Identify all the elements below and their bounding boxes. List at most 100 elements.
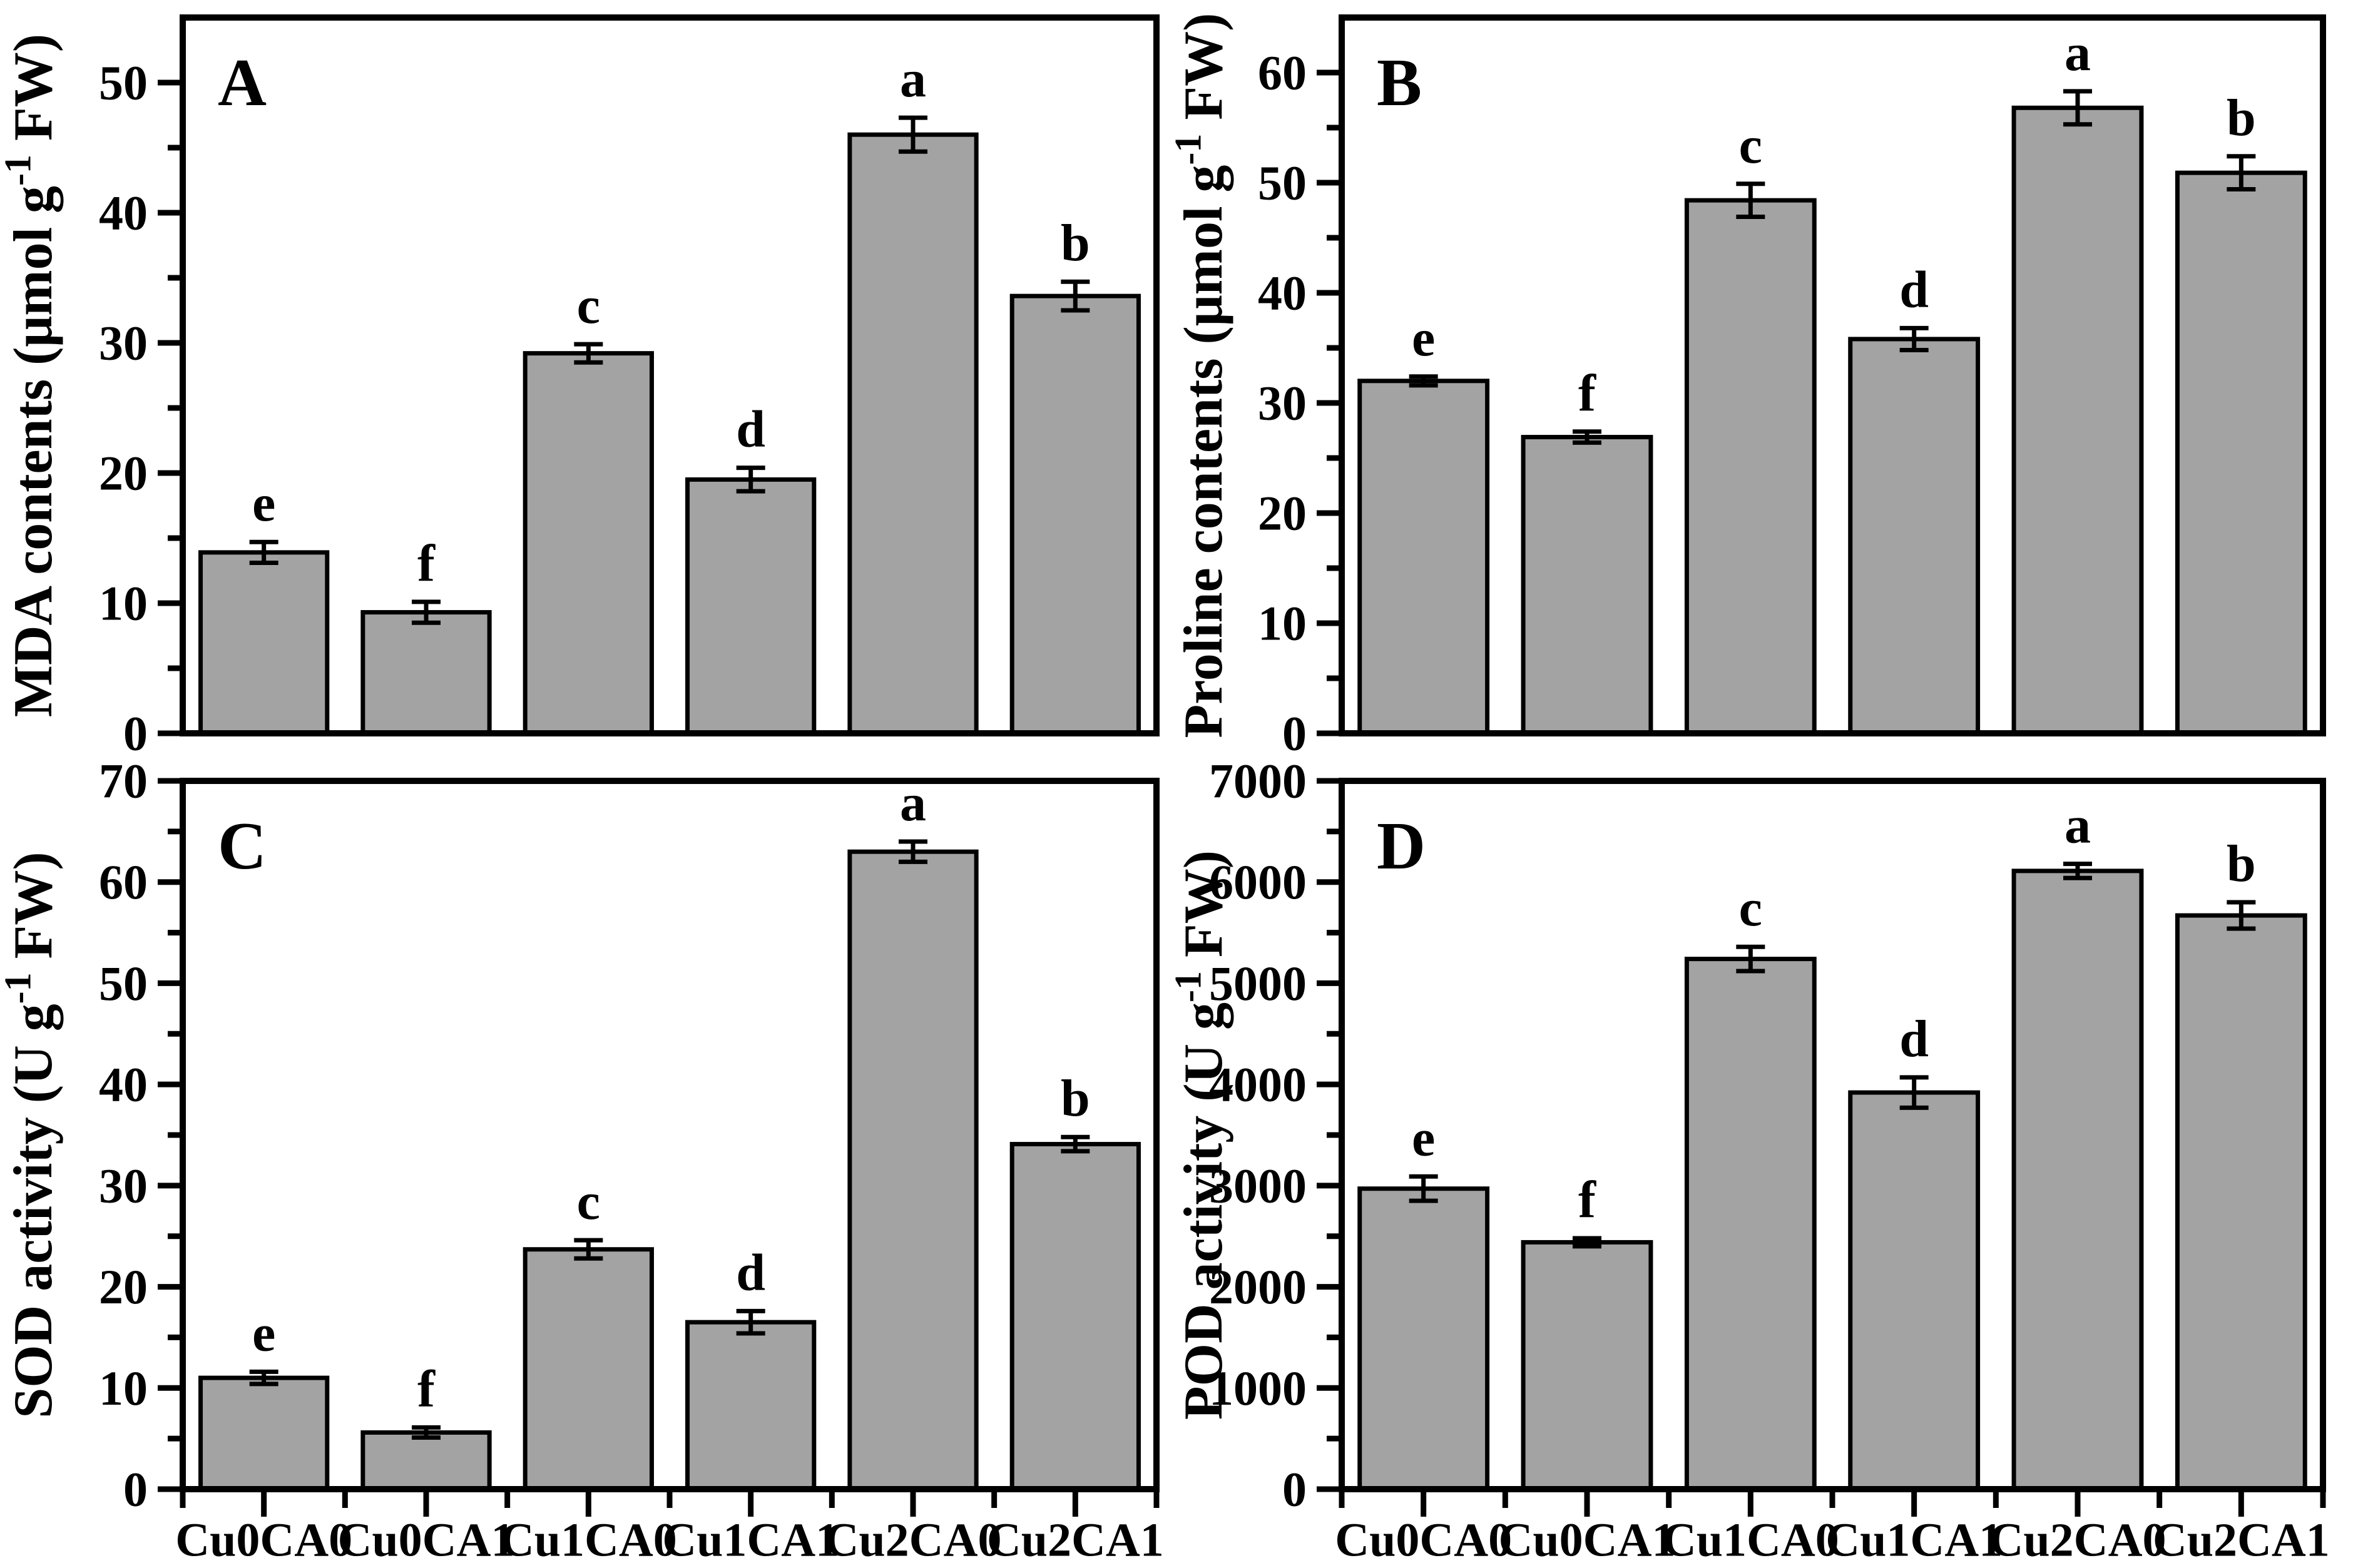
significance-letter: f xyxy=(417,534,436,593)
significance-letter: e xyxy=(252,474,275,532)
y-tick-label: 6000 xyxy=(1209,855,1307,909)
y-tick-label: 60 xyxy=(1258,46,1307,100)
significance-letter: f xyxy=(417,1360,436,1418)
y-tick-label: 20 xyxy=(1258,486,1307,541)
x-tick-label: Cu0CA1 xyxy=(338,1514,515,1565)
x-tick-label: Cu1CA1 xyxy=(1825,1514,2003,1565)
bar xyxy=(523,1247,654,1492)
bar xyxy=(1684,957,1817,1492)
x-tick-label: Cu2CA1 xyxy=(2153,1514,2330,1565)
y-tick-label: 10 xyxy=(1258,596,1307,651)
bar xyxy=(198,550,330,736)
bar xyxy=(1521,435,1653,736)
y-tick-label: 20 xyxy=(99,446,148,501)
bar xyxy=(523,351,654,736)
plot-frame xyxy=(180,778,1160,1492)
y-tick-label: 4000 xyxy=(1209,1057,1307,1112)
plot-frame xyxy=(1339,14,2326,736)
y-tick-label: 1000 xyxy=(1209,1361,1307,1415)
x-tick-label: Cu0CA0 xyxy=(1335,1514,1512,1565)
bar xyxy=(2011,105,2144,736)
bar xyxy=(2175,170,2307,736)
panel-A: 0 10 20 30 40 50 e f c d a b A MDA contents (μmol g-1… xyxy=(0,14,1160,761)
y-tick-label: 30 xyxy=(1258,376,1307,430)
significance-letter: d xyxy=(1899,1010,1929,1068)
significance-letter: b xyxy=(1061,214,1090,272)
panel-letter: D xyxy=(1377,809,1426,883)
y-tick-label: 0 xyxy=(1282,1462,1307,1517)
bar xyxy=(2011,868,2144,1492)
bar xyxy=(847,132,979,736)
significance-letter: e xyxy=(1412,309,1435,367)
y-tick-label: 3000 xyxy=(1209,1158,1307,1213)
bar xyxy=(1009,293,1141,736)
significance-letter: f xyxy=(1578,1171,1596,1229)
x-tick-label: Cu2CA0 xyxy=(1989,1514,2167,1565)
y-tick-label: 10 xyxy=(99,576,148,631)
significance-letter: b xyxy=(2227,835,2256,893)
y-tick-label: 40 xyxy=(99,1057,148,1112)
y-axis-title: Proline contents (μmol g-1 FW) xyxy=(1168,13,1234,738)
bar xyxy=(1009,1142,1141,1492)
panel-B: 0 10 20 30 40 50 60 e f c d a b B Proline contents (μm… xyxy=(1168,13,2326,761)
y-tick-label: 7000 xyxy=(1209,754,1307,808)
x-tick-label: Cu1CA0 xyxy=(1662,1514,1839,1565)
panel-D: 0 1000 2000 3000 4000 5000 6000 7000 e Cu0CA0 f Cu0… xyxy=(1168,754,2330,1567)
significance-letter: e xyxy=(252,1304,275,1362)
bar xyxy=(1684,198,1817,736)
bar xyxy=(1521,1240,1653,1492)
bar xyxy=(1848,337,1981,736)
panel-letter: A xyxy=(218,46,267,120)
significance-letter: a xyxy=(2065,24,2091,82)
bar xyxy=(1848,1090,1981,1492)
x-tick-label: Cu1CA1 xyxy=(662,1514,839,1565)
y-tick-label: 10 xyxy=(99,1361,148,1415)
y-tick-label: 70 xyxy=(99,754,148,808)
bar xyxy=(847,849,979,1492)
significance-letter: e xyxy=(1412,1109,1435,1167)
x-tick-label: Cu0CA1 xyxy=(1499,1514,1676,1565)
significance-letter: c xyxy=(577,277,600,335)
y-tick-label: 40 xyxy=(99,186,148,240)
significance-letter: d xyxy=(736,400,765,459)
significance-letter: f xyxy=(1578,364,1596,422)
y-tick-label: 40 xyxy=(1258,266,1307,320)
significance-letter: b xyxy=(1061,1069,1090,1128)
significance-letter: d xyxy=(1899,260,1929,318)
bar xyxy=(1357,379,1490,736)
y-axis-title: SOD activity (U g-1 FW) xyxy=(0,852,64,1418)
bar xyxy=(2175,913,2307,1492)
y-tick-label: 50 xyxy=(99,956,148,1011)
x-tick-label: Cu2CA0 xyxy=(825,1514,1002,1565)
panel-letter: C xyxy=(218,809,267,883)
bar xyxy=(1357,1186,1490,1492)
y-tick-label: 60 xyxy=(99,855,148,909)
y-tick-label: 50 xyxy=(99,56,148,110)
plot-frame xyxy=(180,14,1160,736)
y-tick-label: 0 xyxy=(123,706,148,761)
y-axis-title: MDA contents (μmol g-1 FW) xyxy=(0,34,64,717)
y-tick-label: 30 xyxy=(99,316,148,370)
panel-letter: B xyxy=(1377,46,1422,120)
y-tick-label: 30 xyxy=(99,1158,148,1213)
y-tick-label: 50 xyxy=(1258,156,1307,210)
y-axis-title: POD activity (U g-1 FW) xyxy=(1168,850,1234,1420)
plot-frame xyxy=(1339,778,2326,1492)
bar xyxy=(198,1375,330,1492)
y-tick-label: 0 xyxy=(1282,706,1307,761)
significance-letter: d xyxy=(736,1243,765,1301)
significance-letter: a xyxy=(2065,797,2091,855)
panel-C: 0 10 20 30 40 50 60 70 e Cu0CA0 f Cu0CA1 c Cu1CA0 d Cu1… xyxy=(0,754,1164,1567)
bar xyxy=(360,610,492,736)
y-tick-label: 5000 xyxy=(1209,956,1307,1011)
significance-letter: c xyxy=(577,1173,600,1231)
bar xyxy=(685,477,817,736)
x-tick-label: Cu2CA1 xyxy=(987,1514,1164,1565)
y-tick-label: 0 xyxy=(123,1462,148,1517)
significance-letter: a xyxy=(900,50,926,108)
bar xyxy=(685,1320,817,1492)
x-tick-label: Cu1CA0 xyxy=(500,1514,677,1565)
y-tick-label: 20 xyxy=(99,1260,148,1314)
